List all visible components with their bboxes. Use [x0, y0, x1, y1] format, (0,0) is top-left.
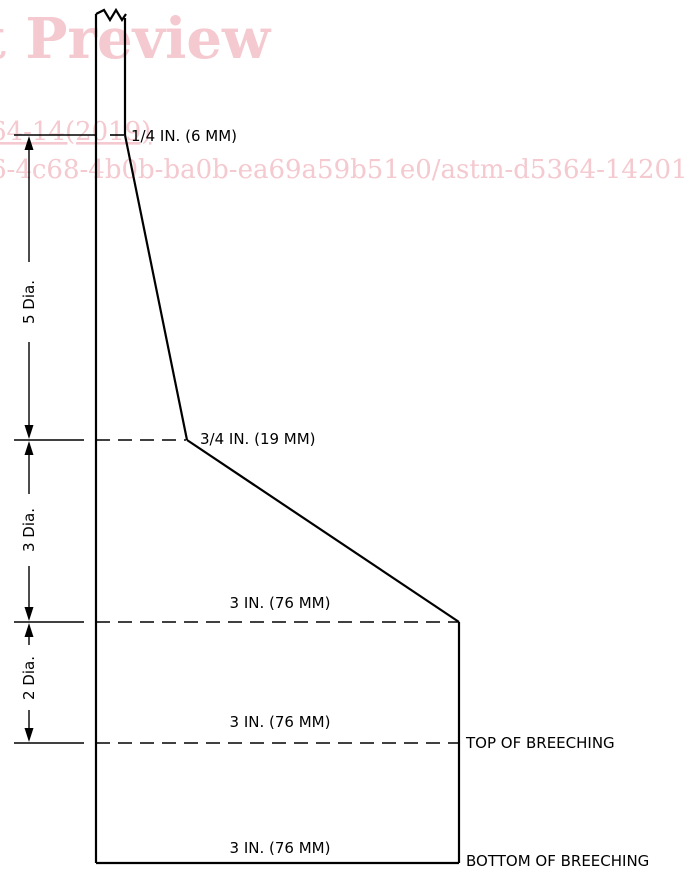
- label-base-thickness-3: 3 IN. (76 MM): [230, 839, 331, 857]
- dim-label-lower: 2 Dia.: [20, 656, 38, 700]
- dimension-lines: [24, 136, 34, 742]
- dim-label-upper: 5 Dia.: [20, 280, 38, 324]
- label-bottom-of-breeching: BOTTOM OF BREECHING: [466, 852, 649, 870]
- watermark-line-1: 64-14(2019): [0, 117, 151, 147]
- section-lines: [96, 134, 458, 744]
- arrowhead-icon: [24, 623, 34, 637]
- label-mid-thickness: 3/4 IN. (19 MM): [200, 430, 316, 448]
- upper-taper-wall: [123, 134, 189, 441]
- break-symbol: [95, 7, 127, 23]
- label-base-thickness-2: 3 IN. (76 MM): [230, 713, 331, 731]
- watermark-title: t Preview: [0, 6, 272, 72]
- arrowhead-icon: [24, 728, 34, 742]
- arrowhead-icon: [24, 136, 34, 150]
- watermark: t Preview 64-14(2019) 6-4c68-4b0b-ba0b-e…: [0, 6, 689, 185]
- breeching-labels: TOP OF BREECHING BOTTOM OF BREECHING: [465, 734, 649, 870]
- watermark-line-2: 6-4c68-4b0b-ba0b-ea69a59b51e0/astm-d5364…: [0, 155, 689, 185]
- lower-taper-wall: [186, 439, 460, 623]
- thickness-labels: 1/4 IN. (6 MM) 3/4 IN. (19 MM) 3 IN. (76…: [131, 127, 330, 857]
- arrowhead-icon: [24, 607, 34, 621]
- label-base-thickness-1: 3 IN. (76 MM): [230, 594, 331, 612]
- arrowhead-icon: [24, 425, 34, 439]
- dim-label-middle: 3 Dia.: [20, 508, 38, 552]
- arrowhead-icon: [24, 441, 34, 455]
- label-top-thickness: 1/4 IN. (6 MM): [131, 127, 237, 145]
- label-top-of-breeching: TOP OF BREECHING: [465, 734, 615, 752]
- chimney-outline: [94, 7, 461, 865]
- extension-lines: [14, 134, 96, 744]
- dimension-labels: 5 Dia. 3 Dia. 2 Dia.: [20, 280, 38, 700]
